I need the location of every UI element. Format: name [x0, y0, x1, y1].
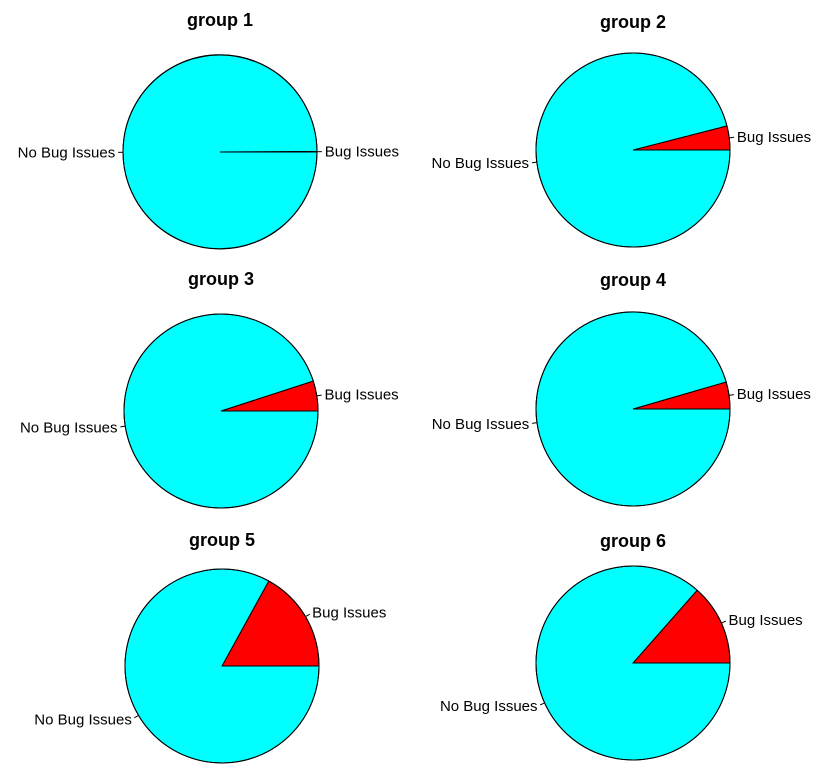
pie-slice-no-bug [535, 311, 731, 507]
pie-title: group 4 [600, 270, 666, 290]
pie-label-tick [539, 702, 545, 706]
pie-panel-2: group 2 Bug Issues No Bug Issues [432, 12, 811, 248]
pie-slice-no-bug [123, 313, 319, 509]
pie-label-tick [721, 620, 727, 624]
pie-title: group 3 [188, 269, 254, 289]
pie-slice-label: Bug Issues [324, 387, 398, 404]
pie-label-tick [532, 422, 538, 424]
pie-panel-5: group 5 Bug Issues No Bug Issues [34, 530, 386, 764]
pie-label-tick [120, 425, 126, 428]
pie-label-tick [316, 394, 322, 397]
pie-slice-label: No Bug Issues [34, 711, 132, 728]
pie-title: group 5 [189, 530, 255, 550]
pie-slice-label: Bug Issues [728, 612, 802, 629]
pie-outline [124, 568, 320, 764]
pie-slice-label: No Bug Issues [18, 144, 116, 161]
pie-slice-label: Bug Issues [737, 386, 811, 403]
pie-panel-1: group 1 Bug Issues No Bug Issues [18, 10, 399, 250]
pie-outline [122, 54, 318, 250]
pie-slice-label: Bug Issues [312, 605, 386, 622]
pie-slice-label: No Bug Issues [432, 416, 530, 433]
pie-title: group 6 [600, 531, 666, 551]
pie-slice-no-bug [122, 54, 318, 250]
pie-panel-6: group 6 Bug Issues No Bug Issues [440, 531, 803, 761]
pie-label-tick [134, 714, 139, 719]
pie-slice-label: No Bug Issues [20, 419, 118, 436]
pie-panel-4: group 4 Bug Issues No Bug Issues [432, 270, 811, 507]
pie-label-tick [729, 136, 735, 139]
pie-label-tick [305, 613, 310, 618]
pie-outline [535, 565, 731, 761]
pie-slice-label: No Bug Issues [432, 155, 530, 172]
pie-panel-3: group 3 Bug Issues No Bug Issues [20, 269, 399, 509]
pie-outline [123, 313, 319, 509]
pie-slice-label: No Bug Issues [440, 698, 538, 715]
pie-label-tick [531, 161, 537, 164]
pie-title: group 1 [187, 10, 253, 30]
pie-outline [535, 311, 731, 507]
pie-slice-no-bug [535, 52, 731, 248]
pie-outline [535, 52, 731, 248]
pie-slice-label: Bug Issues [737, 129, 811, 146]
pie-title: group 2 [600, 12, 666, 32]
pie-label-tick [728, 394, 734, 396]
pie-slice-label: Bug Issues [325, 144, 399, 161]
